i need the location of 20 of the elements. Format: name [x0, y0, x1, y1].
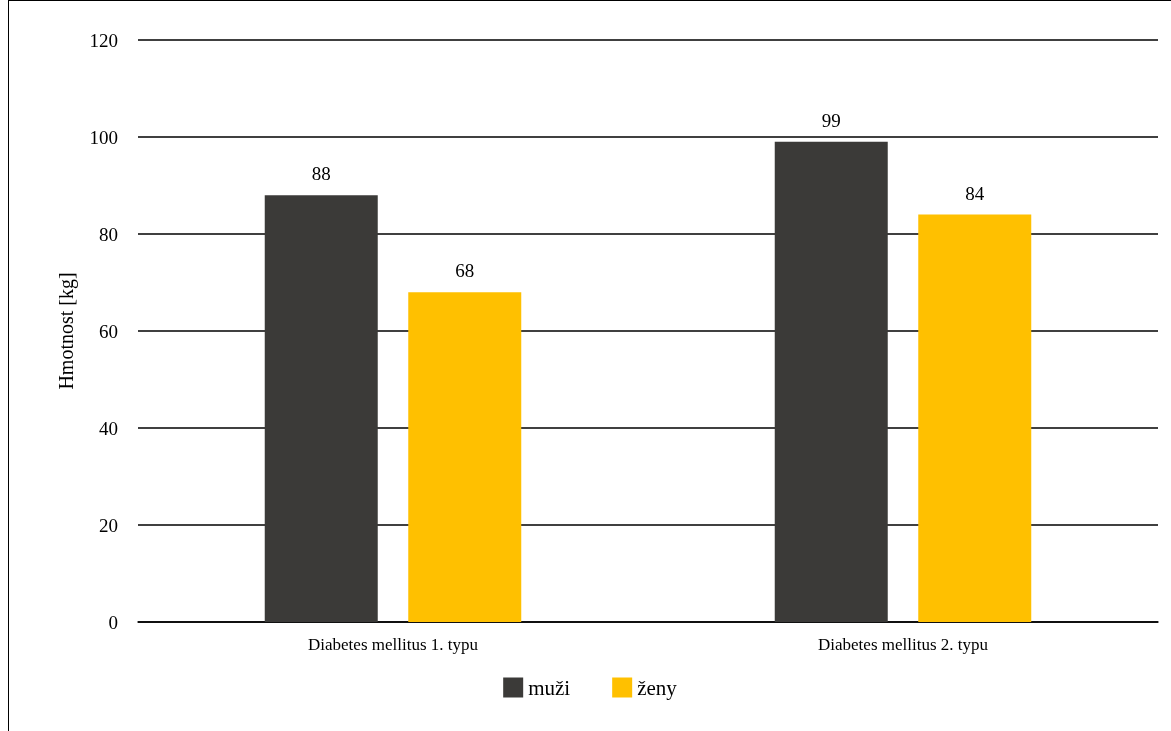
data-label: 99	[821, 109, 841, 131]
data-label: 68	[455, 260, 475, 282]
y-tick-label: 40	[99, 417, 118, 439]
y-tick-label: 80	[99, 223, 118, 245]
y-tick-label: 120	[89, 29, 118, 51]
data-label: 88	[311, 163, 331, 185]
y-tick-label: 0	[108, 611, 118, 633]
y-axis-title: Hmotnost [kg]	[55, 272, 78, 390]
x-tick-label: Diabetes mellitus 2. typu	[818, 635, 989, 654]
bar	[918, 214, 1032, 622]
data-label: 84	[965, 182, 985, 204]
legend-label: muži	[528, 675, 571, 700]
x-tick-label: Diabetes mellitus 1. typu	[308, 635, 479, 654]
bar	[408, 292, 522, 622]
y-tick-label: 60	[99, 320, 118, 342]
legend-label: ženy	[637, 675, 678, 700]
y-tick-label: 100	[89, 126, 118, 148]
y-tick-label: 20	[99, 514, 118, 536]
bar	[264, 195, 378, 622]
bar	[774, 141, 888, 622]
